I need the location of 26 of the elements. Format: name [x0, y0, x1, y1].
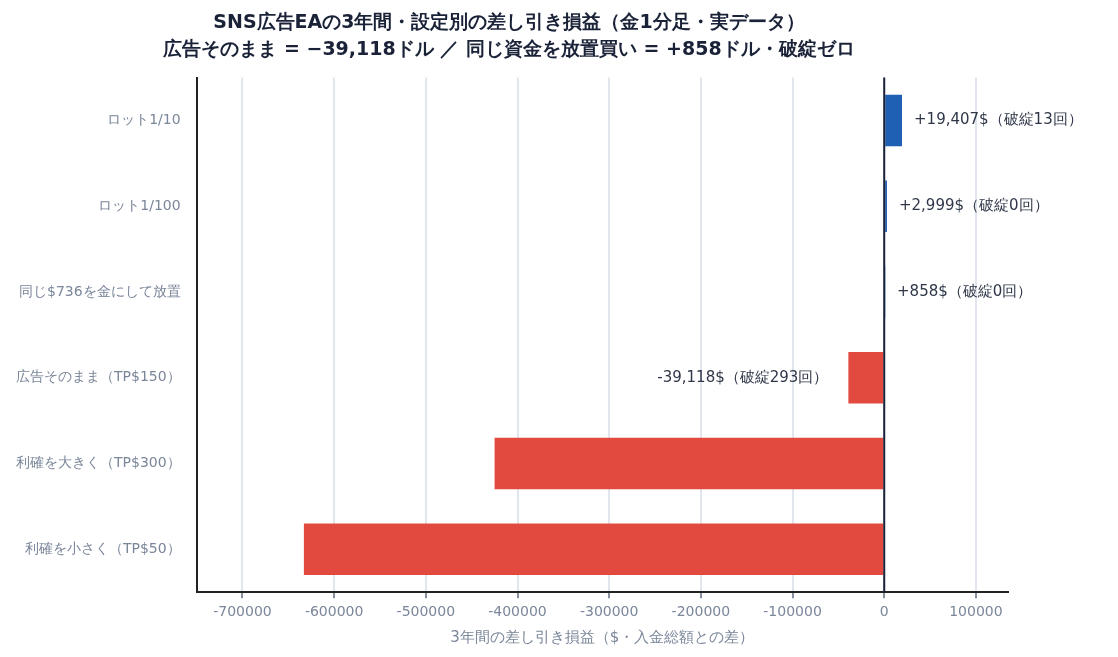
bar [494, 437, 884, 490]
x-tick-label: -300000 [579, 603, 639, 620]
y-tick-label: 広告そのまま（TP$150） [16, 368, 181, 385]
x-tick-label: 0 [879, 603, 889, 620]
x-tick-label: -200000 [671, 603, 731, 620]
data-label: +858$（破綻0回） [897, 281, 1033, 300]
bar [885, 94, 903, 147]
bar [848, 352, 884, 404]
y-tick-label: 同じ$736を金にして放置 [18, 282, 181, 299]
data-label: +19,407$（破綻13回） [914, 110, 1083, 129]
chart-subtitle: 広告そのまま = −39,118ドル ／ 同じ資金を放置買い = +858ドル・破綻ゼロ [162, 37, 855, 60]
y-tick-label: 利確を小さく（TP$50） [24, 539, 181, 556]
bar [303, 523, 884, 576]
data-label: -39,118$（破綻293回） [657, 367, 829, 386]
x-tick-label: -100000 [763, 603, 822, 620]
data-label: +2,999$（破綻0回） [898, 196, 1049, 215]
y-tick-label: 利確を大きく（TP$300） [16, 454, 181, 471]
x-axis-title: 3年間の差し引き損益（$・入金総額との差） [450, 627, 755, 646]
y-tick-label: ロット1/100 [98, 196, 181, 213]
x-tick-label: 100000 [949, 603, 1003, 620]
x-tick-label: -500000 [396, 603, 456, 620]
x-tick-label: -600000 [304, 603, 364, 620]
x-tick-label: -400000 [488, 603, 547, 620]
chart-title: SNS広告EAの3年間・設定別の差し引き損益（金1分足・実データ） [213, 10, 805, 33]
y-tick-label: ロット1/10 [107, 111, 181, 128]
x-tick-label: -700000 [213, 603, 272, 620]
